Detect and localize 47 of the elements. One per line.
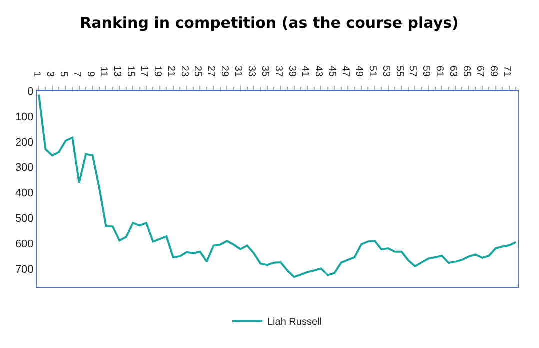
x-tick-label: 71 [501, 66, 512, 78]
chart-title: Ranking in competition (as the course plays) [80, 14, 459, 32]
x-tick-label: 55 [394, 66, 405, 78]
x-tick-label: 63 [448, 66, 459, 78]
x-tick-label: 15 [125, 66, 136, 78]
x-tick-label: 17 [138, 66, 150, 78]
x-tick-label: 29 [219, 66, 230, 78]
x-tick-label: 21 [165, 66, 176, 78]
x-tick-label: 49 [353, 66, 364, 78]
y-tick-label: 0 [28, 86, 34, 98]
x-tick-label: 19 [152, 66, 163, 78]
x-tick-label: 3 [44, 71, 56, 78]
x-tick-label: 51 [366, 66, 378, 78]
y-tick-label: 100 [15, 111, 34, 124]
y-tick-label: 600 [15, 238, 34, 251]
x-tick-label: 57 [407, 66, 418, 78]
x-tick-label: 11 [98, 66, 110, 78]
x-tick-label: 31 [232, 66, 244, 78]
x-tick-label: 27 [206, 66, 217, 78]
x-tick-label: 37 [272, 66, 284, 78]
x-tick-label: 13 [112, 66, 123, 78]
x-tick-label: 45 [326, 66, 338, 78]
y-tick-label: 400 [15, 188, 34, 200]
x-tick-label: 35 [259, 66, 270, 78]
x-tick-label: 23 [178, 66, 190, 78]
x-tick-label: 59 [420, 66, 432, 78]
x-tick-label: 69 [488, 66, 499, 78]
y-tick-label: 200 [15, 136, 34, 149]
y-tick-label: 300 [15, 162, 34, 174]
x-tick-label: 41 [300, 66, 311, 78]
x-tick-label: 7 [71, 71, 82, 78]
x-tick-label: 65 [460, 66, 472, 78]
x-tick-label: 33 [246, 66, 257, 78]
x-tick-label: 67 [474, 66, 486, 78]
x-tick-label: 39 [286, 66, 298, 78]
line-series [38, 94, 517, 278]
x-tick-label: 53 [380, 66, 392, 78]
legend-label: Liah Russell [268, 317, 322, 328]
x-tick-label: 9 [84, 71, 96, 78]
x-tick-label: 1 [31, 71, 42, 78]
x-tick-label: 5 [58, 71, 69, 78]
y-tick-label: 700 [15, 264, 34, 276]
y-tick-label: 500 [15, 213, 34, 226]
x-tick-label: 43 [313, 66, 324, 78]
x-tick-label: 25 [192, 66, 204, 78]
x-tick-label: 47 [340, 66, 352, 78]
x-tick-label: 61 [434, 66, 446, 78]
